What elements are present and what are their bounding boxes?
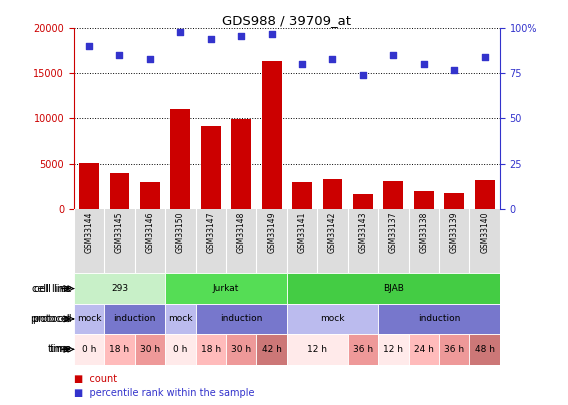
Bar xyxy=(110,173,130,209)
Point xyxy=(176,29,185,35)
Point xyxy=(145,56,154,62)
Text: mock: mock xyxy=(320,314,345,324)
Bar xyxy=(287,273,500,304)
Point xyxy=(328,56,337,62)
Text: 48 h: 48 h xyxy=(475,345,495,354)
Text: 30 h: 30 h xyxy=(140,345,160,354)
Text: GSM33150: GSM33150 xyxy=(176,212,185,253)
Bar xyxy=(74,334,105,364)
Text: GSM33147: GSM33147 xyxy=(206,212,215,253)
Text: 12 h: 12 h xyxy=(307,345,327,354)
Bar xyxy=(105,304,165,334)
Bar xyxy=(475,180,495,209)
Point xyxy=(298,61,307,68)
Text: cell line: cell line xyxy=(34,284,72,294)
Bar xyxy=(408,334,439,364)
Text: GSM33138: GSM33138 xyxy=(419,212,428,253)
Bar xyxy=(170,109,190,209)
Text: GSM33143: GSM33143 xyxy=(358,212,367,253)
Point xyxy=(206,36,215,43)
Text: 18 h: 18 h xyxy=(201,345,221,354)
Text: induction: induction xyxy=(220,314,262,324)
Point xyxy=(358,72,367,79)
Text: time: time xyxy=(48,344,69,354)
Bar xyxy=(378,334,408,364)
Bar xyxy=(292,181,312,209)
Title: GDS988 / 39709_at: GDS988 / 39709_at xyxy=(222,14,352,27)
Bar xyxy=(195,334,226,364)
Bar xyxy=(226,334,256,364)
Bar xyxy=(348,334,378,364)
Bar xyxy=(378,304,500,334)
Text: 36 h: 36 h xyxy=(444,345,464,354)
Text: 0 h: 0 h xyxy=(82,345,96,354)
Text: 24 h: 24 h xyxy=(414,345,434,354)
Text: GSM33145: GSM33145 xyxy=(115,212,124,253)
Text: mock: mock xyxy=(77,314,101,324)
Text: GSM33149: GSM33149 xyxy=(267,212,276,253)
Text: protocol: protocol xyxy=(32,314,72,324)
Point xyxy=(389,52,398,59)
Text: GSM33140: GSM33140 xyxy=(480,212,489,253)
Bar xyxy=(262,61,282,209)
Bar xyxy=(383,181,403,209)
Bar xyxy=(165,273,287,304)
Bar xyxy=(135,334,165,364)
Point xyxy=(115,52,124,59)
Bar xyxy=(74,304,105,334)
Text: 30 h: 30 h xyxy=(231,345,251,354)
Point xyxy=(419,61,428,68)
Text: ■  count: ■ count xyxy=(74,374,117,384)
Text: time: time xyxy=(49,344,72,354)
Text: GSM33139: GSM33139 xyxy=(450,212,459,253)
Bar xyxy=(287,334,348,364)
Bar xyxy=(165,304,195,334)
Text: ■  percentile rank within the sample: ■ percentile rank within the sample xyxy=(74,388,254,398)
Bar xyxy=(195,304,287,334)
Bar xyxy=(140,181,160,209)
Text: GSM33144: GSM33144 xyxy=(85,212,94,253)
Bar xyxy=(444,193,464,209)
Bar xyxy=(469,334,500,364)
Text: mock: mock xyxy=(168,314,193,324)
Text: 42 h: 42 h xyxy=(262,345,282,354)
Bar xyxy=(353,194,373,209)
Text: protocol: protocol xyxy=(30,314,69,324)
Point xyxy=(480,54,489,60)
Text: induction: induction xyxy=(418,314,460,324)
Point xyxy=(450,66,459,73)
Text: GSM33146: GSM33146 xyxy=(145,212,154,253)
Point xyxy=(237,32,246,39)
Text: 36 h: 36 h xyxy=(353,345,373,354)
Text: Jurkat: Jurkat xyxy=(213,284,239,293)
Bar xyxy=(105,334,135,364)
Bar xyxy=(165,334,195,364)
Bar xyxy=(79,163,99,209)
Point xyxy=(85,43,94,49)
Text: induction: induction xyxy=(114,314,156,324)
Bar xyxy=(439,334,469,364)
Text: BJAB: BJAB xyxy=(383,284,404,293)
Bar xyxy=(323,179,343,209)
Bar xyxy=(287,304,378,334)
Text: GSM33142: GSM33142 xyxy=(328,212,337,253)
Text: cell line: cell line xyxy=(32,284,69,294)
Bar xyxy=(201,126,220,209)
Point xyxy=(267,30,276,37)
Text: 12 h: 12 h xyxy=(383,345,403,354)
Text: GSM33148: GSM33148 xyxy=(237,212,246,253)
Bar xyxy=(74,273,165,304)
Bar xyxy=(231,119,251,209)
Bar xyxy=(414,191,433,209)
Text: GSM33137: GSM33137 xyxy=(389,212,398,253)
Text: GSM33141: GSM33141 xyxy=(298,212,307,253)
Text: 293: 293 xyxy=(111,284,128,293)
Bar xyxy=(256,334,287,364)
Text: 18 h: 18 h xyxy=(110,345,130,354)
Text: 0 h: 0 h xyxy=(173,345,187,354)
